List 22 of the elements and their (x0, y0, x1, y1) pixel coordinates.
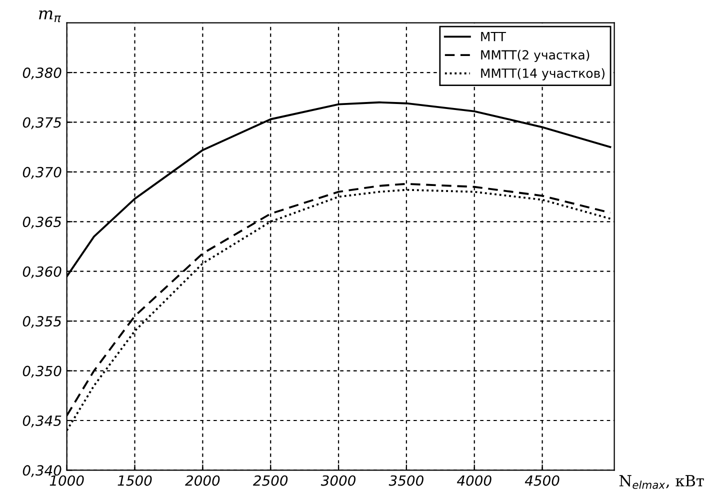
x-tick-label: 1500 (118, 475, 152, 486)
y-tick-label: 0,375 (22, 117, 62, 130)
legend-label: МТТ (481, 32, 506, 42)
x-tick-label: 4000 (456, 475, 492, 486)
y-tick-label: 0,340 (22, 465, 62, 478)
y-tick-label: 0,355 (22, 316, 62, 328)
x-tick-label: 4500 (524, 475, 560, 486)
legend-label: ММТТ(14 участков) (481, 68, 604, 80)
y-tick-label: 0,370 (22, 166, 62, 179)
x-tick-label: 2000 (185, 475, 220, 486)
x-axis-title: N$_{elmax}$, кВт (619, 475, 704, 489)
legend-label: ММТТ(2 участка) (481, 50, 590, 62)
y-tick-label: 0,360 (22, 266, 62, 278)
y-tick-label: 0,380 (22, 67, 62, 80)
x-tick-label: 2500 (252, 475, 288, 486)
x-tick-label: 3500 (388, 475, 424, 486)
y-tick-label: 0,345 (22, 415, 62, 428)
x-tick-label: 3000 (320, 475, 356, 486)
y-tick-label: 0,365 (22, 216, 62, 229)
x-tick-label: 1000 (50, 475, 84, 486)
y-axis-title: m$_{π}$ (39, 10, 61, 22)
y-tick-label: 0,350 (22, 366, 62, 378)
